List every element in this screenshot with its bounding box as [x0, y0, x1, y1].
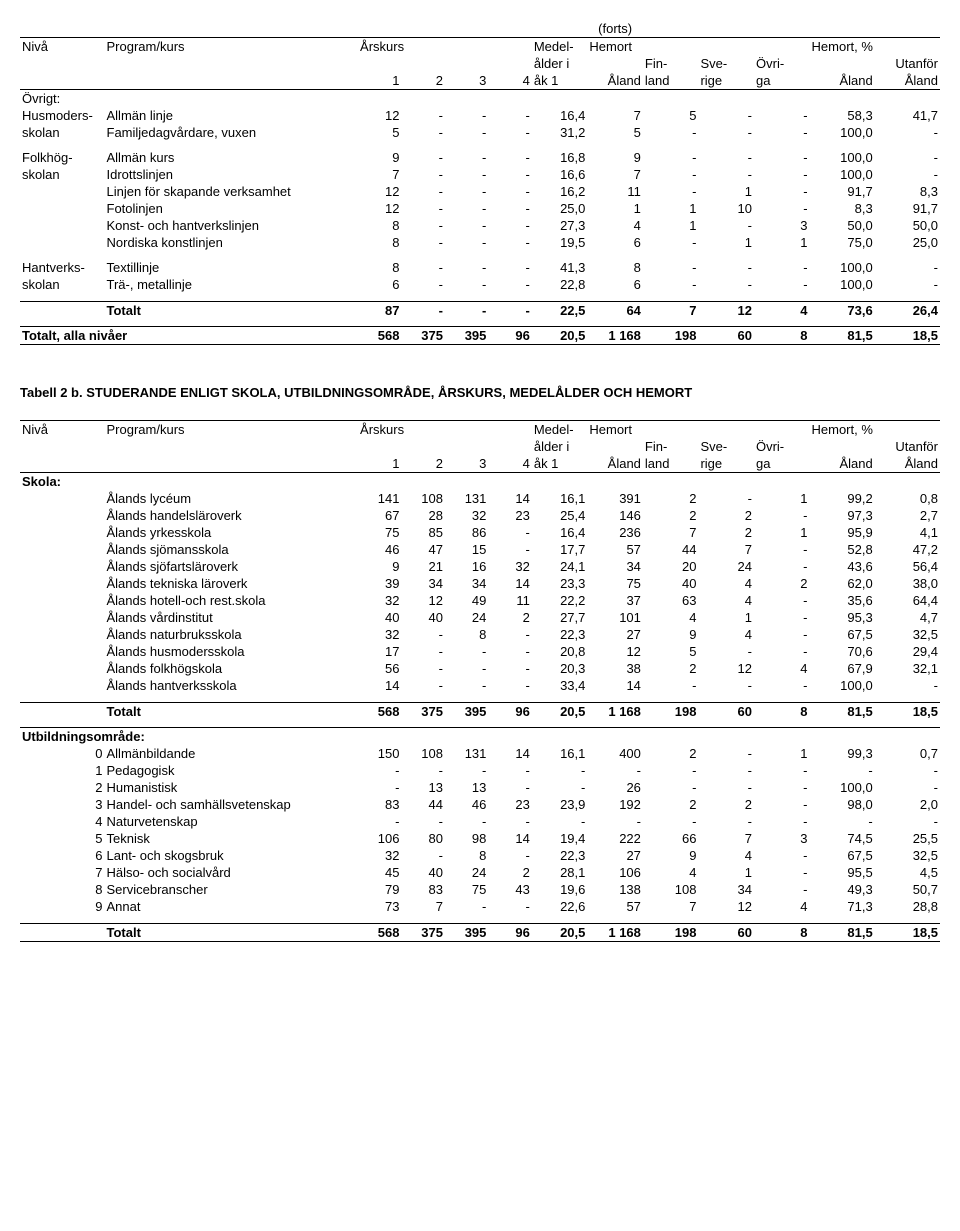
table-row: Folkhög-Allmän kurs9---16,89---100,0- — [20, 149, 940, 166]
table-row: 2Humanistisk-1313--26---100,0- — [20, 779, 940, 796]
table-row: Ålands hantverksskola14---33,414---100,0… — [20, 677, 940, 694]
table-row: 5Teknisk10680981419,4222667374,525,5 — [20, 830, 940, 847]
table-1: (forts)NivåProgram/kursÅrskursMedel-Hemo… — [20, 20, 940, 345]
table-row: Konst- och hantverkslinjen8---27,341-350… — [20, 217, 940, 234]
table-row: Ålands hotell-och rest.skola3212491122,2… — [20, 592, 940, 609]
table-row: 3Handel- och samhällsvetenskap8344462323… — [20, 796, 940, 813]
table-row: 0Allmänbildande1501081311416,14002-199,3… — [20, 745, 940, 762]
table-row: Ålands tekniska läroverk3934341423,37540… — [20, 575, 940, 592]
table-row: Hantverks-Textillinje8---41,38---100,0- — [20, 259, 940, 276]
table-row: Ålands naturbruksskola32-8-22,32794-67,5… — [20, 626, 940, 643]
table-row: skolanTrä-, metallinje6---22,86---100,0- — [20, 276, 940, 293]
table-row: 1Pedagogisk----------- — [20, 762, 940, 779]
table-2: NivåProgram/kursÅrskursMedel-HemortHemor… — [20, 420, 940, 942]
table-row: Ålands lycéum1411081311416,13912-199,20,… — [20, 490, 940, 507]
table-row: skolanIdrottslinjen7---16,67---100,0- — [20, 166, 940, 183]
table-row: 4Naturvetenskap----------- — [20, 813, 940, 830]
table-row: Linjen för skapande verksamhet12---16,21… — [20, 183, 940, 200]
table-row: Husmoders-Allmän linje12---16,475--58,34… — [20, 107, 940, 124]
table2-title: Tabell 2 b. STUDERANDE ENLIGT SKOLA, UTB… — [20, 385, 940, 400]
table-row: Ålands sjömansskola464715-17,757447-52,8… — [20, 541, 940, 558]
table-row: skolanFamiljedagvårdare, vuxen5---31,25-… — [20, 124, 940, 141]
table-row: Ålands handelsläroverk6728322325,414622-… — [20, 507, 940, 524]
table-row: Ålands husmodersskola17---20,8125--70,62… — [20, 643, 940, 660]
table-row: Nordiska konstlinjen8---19,56-1175,025,0 — [20, 234, 940, 251]
table-row: 8Servicebranscher7983754319,613810834-49… — [20, 881, 940, 898]
table-row: 7Hälso- och socialvård454024228,110641-9… — [20, 864, 940, 881]
table-row: Ålands folkhögskola56---20,338212467,932… — [20, 660, 940, 677]
table-row: 6Lant- och skogsbruk32-8-22,32794-67,532… — [20, 847, 940, 864]
table-row: Ålands sjöfartsläroverk921163224,1342024… — [20, 558, 940, 575]
table-row: Ålands vårdinstitut404024227,710141-95,3… — [20, 609, 940, 626]
table-row: 9Annat737--22,657712471,328,8 — [20, 898, 940, 915]
table-row: Fotolinjen12---25,01110-8,391,7 — [20, 200, 940, 217]
table-row: Ålands yrkesskola758586-16,423672195,94,… — [20, 524, 940, 541]
